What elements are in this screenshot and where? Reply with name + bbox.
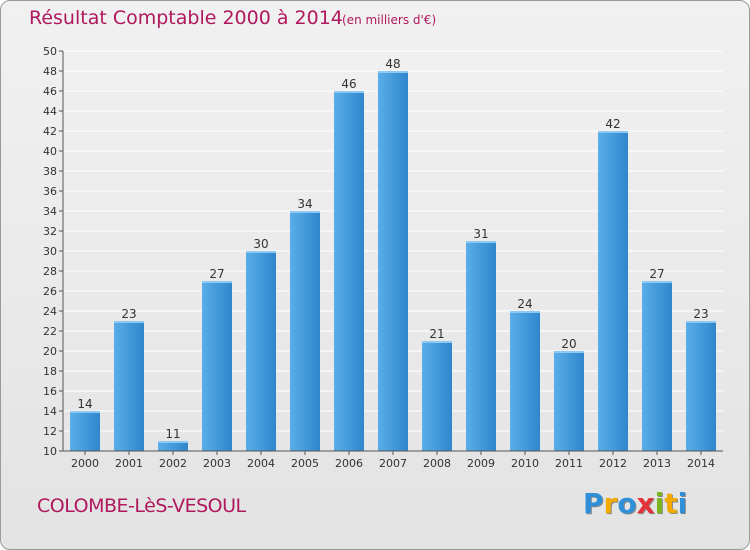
y-tick-label: 32 <box>43 225 57 238</box>
y-tick-label: 38 <box>43 165 57 178</box>
bar-highlight <box>598 131 628 133</box>
commune-name: COLOMBE-LèS-VESOUL <box>37 495 246 517</box>
bar-2008 <box>422 341 452 451</box>
data-label-2007: 48 <box>385 57 400 71</box>
x-tick-label-2010: 2010 <box>511 457 539 470</box>
data-label-2010: 24 <box>517 297 532 311</box>
data-label-2002: 11 <box>165 427 180 441</box>
y-tick-label: 10 <box>43 445 57 458</box>
data-label-2005: 34 <box>297 197 312 211</box>
x-tick-label-2013: 2013 <box>643 457 671 470</box>
bar-highlight <box>158 441 188 443</box>
logo-letter: r <box>603 487 618 520</box>
chart-subtitle: (en milliers d'€) <box>342 13 437 27</box>
data-label-2012: 42 <box>605 117 620 131</box>
y-tick-label: 30 <box>43 245 57 258</box>
y-tick-label: 24 <box>43 305 57 318</box>
bar-highlight <box>510 311 540 313</box>
bar-highlight <box>114 321 144 323</box>
bar-highlight <box>202 281 232 283</box>
x-tick-label-2000: 2000 <box>71 457 99 470</box>
chart-title: Résultat Comptable 2000 à 2014 <box>29 7 343 29</box>
x-tick-label-2004: 2004 <box>247 457 275 470</box>
bar-highlight <box>686 321 716 323</box>
y-tick-label: 40 <box>43 145 57 158</box>
x-tick-label-2007: 2007 <box>379 457 407 470</box>
y-tick-label: 50 <box>43 45 57 58</box>
bar-highlight <box>422 341 452 343</box>
x-tick-label-2008: 2008 <box>423 457 451 470</box>
bar-2001 <box>114 321 144 451</box>
bar-highlight <box>378 71 408 73</box>
y-tick-label: 12 <box>43 425 57 438</box>
bar-2002 <box>158 441 188 451</box>
bars <box>70 71 716 451</box>
bar-2010 <box>510 311 540 451</box>
x-tick-label-2006: 2006 <box>335 457 363 470</box>
bar-2012 <box>598 131 628 451</box>
data-label-2011: 20 <box>561 337 576 351</box>
axes: 10 12 14 16 18 20 22 24 26 28 30 32 34 36 38 40 42 44 46 48… <box>43 45 723 470</box>
x-tick-label-2009: 2009 <box>467 457 495 470</box>
bar-2007 <box>378 71 408 451</box>
x-tick-label-2002: 2002 <box>159 457 187 470</box>
bar-2004 <box>246 251 276 451</box>
x-tick-label-2014: 2014 <box>687 457 715 470</box>
bar-highlight <box>642 281 672 283</box>
bar-2014 <box>686 321 716 451</box>
proxiti-logo: Proxiti <box>583 487 687 520</box>
data-label-2008: 21 <box>429 327 444 341</box>
y-tick-label: 48 <box>43 65 57 78</box>
bar-highlight <box>554 351 584 353</box>
data-label-2006: 46 <box>341 77 356 91</box>
bar-2005 <box>290 211 320 451</box>
y-tick-label: 22 <box>43 325 57 338</box>
y-tick-label: 34 <box>43 205 57 218</box>
data-label-2001: 23 <box>121 307 136 321</box>
bar-2000 <box>70 411 100 451</box>
data-label-2000: 14 <box>77 397 92 411</box>
bar-2013 <box>642 281 672 451</box>
bar-highlight <box>466 241 496 243</box>
y-tick-label: 42 <box>43 125 57 138</box>
bar-2011 <box>554 351 584 451</box>
data-label-2004: 30 <box>253 237 268 251</box>
data-label-2009: 31 <box>473 227 488 241</box>
y-tick-label: 14 <box>43 405 57 418</box>
y-tick-label: 26 <box>43 285 57 298</box>
bar-2003 <box>202 281 232 451</box>
y-tick-label: 16 <box>43 385 57 398</box>
logo-letter: P <box>583 487 604 520</box>
bar-2006 <box>334 91 364 451</box>
y-tick-label: 20 <box>43 345 57 358</box>
y-tick-label: 36 <box>43 185 57 198</box>
data-label-2013: 27 <box>649 267 664 281</box>
x-tick-label-2011: 2011 <box>555 457 583 470</box>
x-tick-label-2012: 2012 <box>599 457 627 470</box>
data-label-2003: 27 <box>209 267 224 281</box>
bar-highlight <box>290 211 320 213</box>
y-tick-label: 46 <box>43 85 57 98</box>
x-tick-label-2005: 2005 <box>291 457 319 470</box>
y-tick-label: 28 <box>43 265 57 278</box>
x-tick-label-2001: 2001 <box>115 457 143 470</box>
y-tick-label: 44 <box>43 105 57 118</box>
logo-letter: t <box>664 487 678 520</box>
logo-letter: o <box>617 487 637 520</box>
data-label-2014: 23 <box>693 307 708 321</box>
bar-highlight <box>334 91 364 93</box>
y-tick-label: 18 <box>43 365 57 378</box>
logo-letter: i <box>677 487 688 520</box>
bar-highlight <box>70 411 100 413</box>
bar-2009 <box>466 241 496 451</box>
logo-letter: i <box>654 487 665 520</box>
data-labels: 14 23 11 27 30 34 46 48 21 31 24 20 42 27 23 <box>77 57 708 441</box>
bar-highlight <box>246 251 276 253</box>
x-tick-label-2003: 2003 <box>203 457 231 470</box>
logo-letter: x <box>636 487 655 520</box>
